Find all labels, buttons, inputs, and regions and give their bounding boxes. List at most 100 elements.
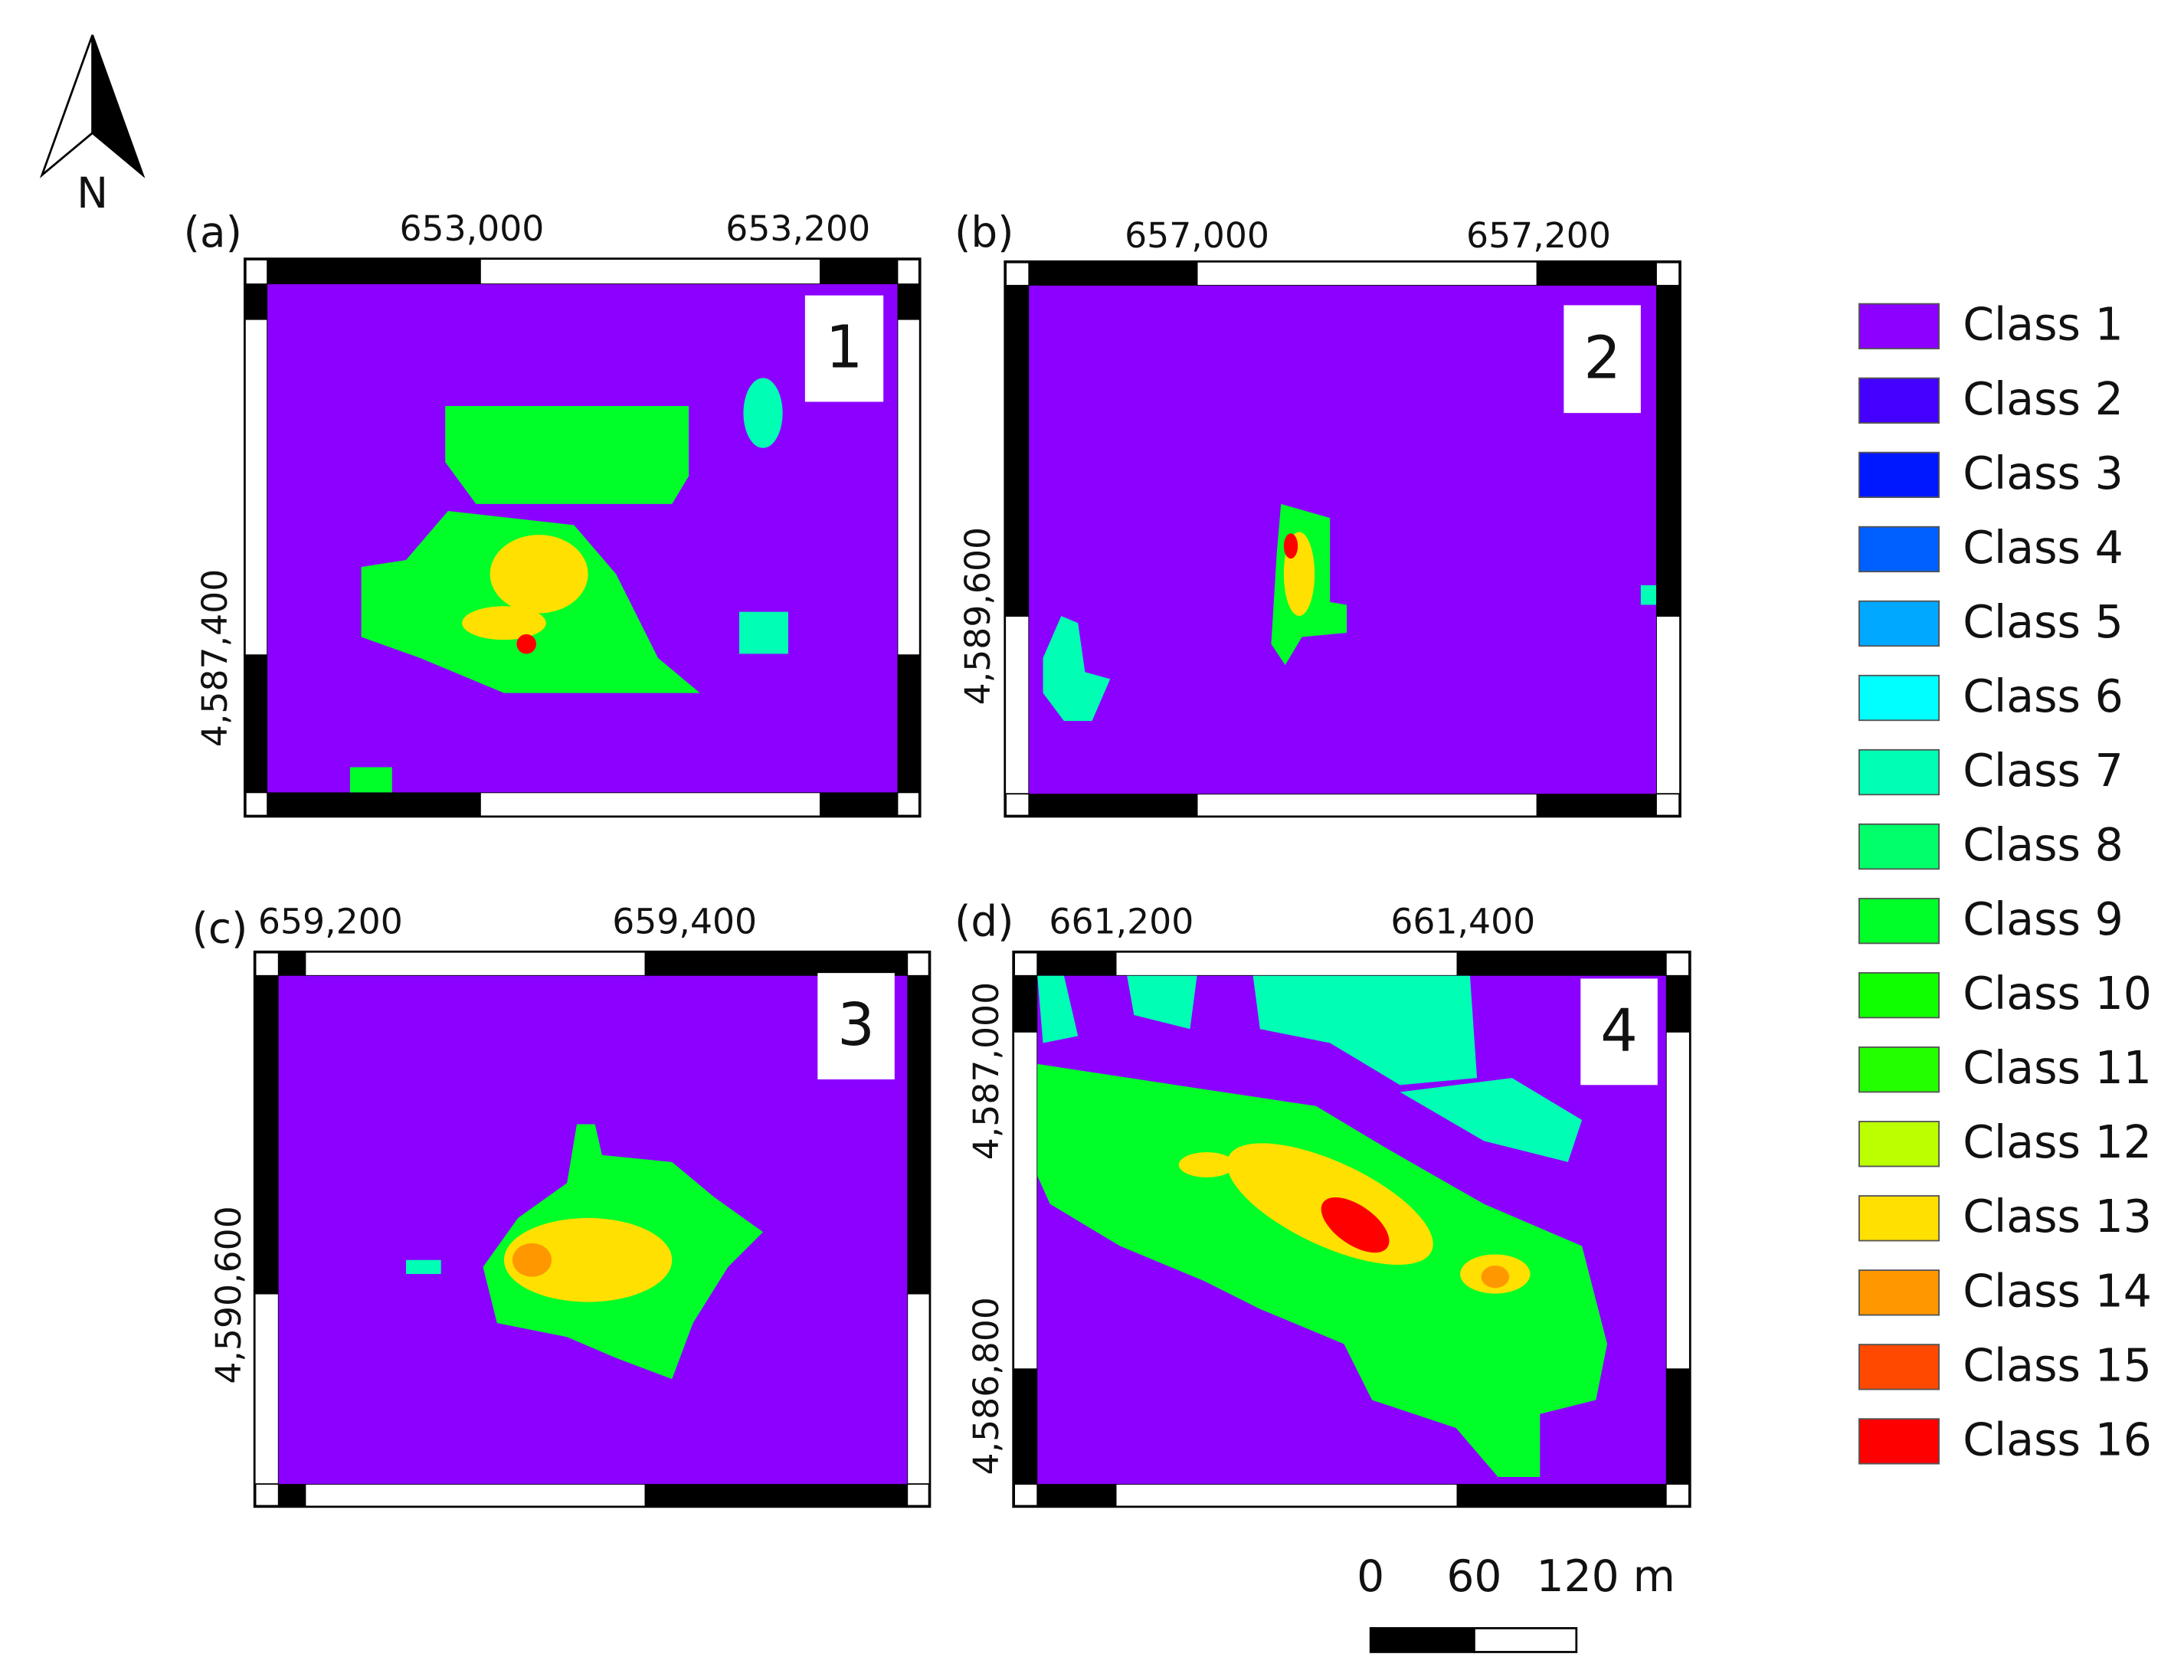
panel-label: (b) <box>954 208 1014 257</box>
class-patch <box>1283 533 1298 559</box>
legend-label: Class 5 <box>1963 596 2123 648</box>
frame-segment <box>1536 260 1657 287</box>
frame-segment <box>1004 615 1030 795</box>
panel-number-box <box>1580 978 1658 1086</box>
legend-label: Class 3 <box>1963 447 2123 499</box>
class-patch <box>490 535 588 614</box>
map-panel: (d) 661,200 661,400 4,587,000 4,586,800 4 <box>954 896 1691 1508</box>
frame-segment <box>1536 793 1657 817</box>
frame-segment <box>1655 284 1681 617</box>
class-patch <box>1178 1152 1235 1177</box>
legend-swatch <box>1858 1344 1940 1390</box>
frame-segment <box>1665 1368 1691 1485</box>
map-panel: (c) 659,200 659,400 4,590,600 3 <box>192 902 932 1508</box>
frame-segment <box>1665 974 1691 1033</box>
map-panel: (b) 657,000 657,200 4,589,600 2 <box>954 208 1681 818</box>
scale-bar-white <box>1473 1627 1578 1653</box>
frame-segment <box>1665 1030 1691 1371</box>
legend-label: Class 7 <box>1963 745 2123 797</box>
frame-segment <box>277 951 306 977</box>
y-coordinate-label: 4,587,400 <box>195 569 235 747</box>
y-coordinate-label: 4,586,800 <box>966 1297 1007 1475</box>
legend-label: Class 14 <box>1963 1265 2152 1317</box>
frame-segment <box>1004 284 1030 617</box>
frame-segment <box>1115 1483 1459 1508</box>
class-patch <box>743 378 783 448</box>
frame-segment <box>896 318 921 657</box>
frame-segment <box>479 258 821 285</box>
legend-swatch <box>1858 972 1940 1019</box>
frame-segment <box>1013 1030 1039 1371</box>
legend-swatch <box>1858 748 1940 796</box>
y-coordinate-label: 4,590,600 <box>208 1206 249 1384</box>
legend-label: Class 16 <box>1963 1413 2152 1465</box>
frame-segment <box>820 258 899 285</box>
frame-segment <box>1456 951 1667 977</box>
legend-swatch <box>1858 377 1940 424</box>
scale-bar-label: 60 <box>1446 1551 1501 1602</box>
frame-segment <box>1196 793 1538 817</box>
class-patch <box>462 606 546 640</box>
frame-segment <box>896 283 921 320</box>
legend: Class 1 Class 2 Class 3 Class 4 Class 5 Class… <box>1858 299 2152 1465</box>
legend-label: Class 15 <box>1963 1339 2152 1391</box>
frame-segment <box>896 654 921 794</box>
frame-segment <box>277 1483 306 1508</box>
class-patch <box>516 634 536 654</box>
class-patch <box>1127 975 1197 1030</box>
panel-label: (a) <box>184 208 242 257</box>
legend-label: Class 13 <box>1963 1190 2152 1243</box>
scale-bar-label: 120 m <box>1537 1551 1675 1602</box>
class-patch <box>1481 1266 1510 1289</box>
panel-label: (d) <box>954 896 1014 945</box>
x-coordinate-label: 653,000 <box>399 208 544 249</box>
legend-swatch <box>1858 823 1940 870</box>
frame-segment <box>1036 1483 1117 1508</box>
scale-bar-black <box>1369 1627 1475 1653</box>
x-coordinate-label: 657,200 <box>1466 215 1611 256</box>
frame-segment <box>1028 793 1198 817</box>
north-arrow-left <box>39 34 94 178</box>
legend-swatch <box>1858 451 1940 499</box>
legend-label: Class 6 <box>1963 670 2123 722</box>
frame-segment <box>644 1483 909 1508</box>
legend-swatch <box>1858 1046 1940 1093</box>
legend-label: Class 2 <box>1963 373 2123 425</box>
legend-swatch <box>1858 600 1940 647</box>
panel-number-box <box>1564 305 1641 414</box>
class-patch <box>1321 1197 1390 1253</box>
legend-swatch <box>1858 303 1940 349</box>
frame-segment <box>1196 260 1538 287</box>
class-patch <box>503 1217 673 1302</box>
class-patch <box>1043 616 1111 722</box>
legend-swatch <box>1858 1269 1940 1316</box>
x-coordinate-label: 657,000 <box>1125 215 1269 256</box>
panel-label: (c) <box>192 903 248 952</box>
scale-bar-label: 0 <box>1357 1551 1384 1602</box>
class-patch <box>1252 975 1478 1086</box>
frame-segment <box>254 1292 280 1485</box>
legend-swatch <box>1858 1121 1940 1167</box>
y-coordinate-label: 4,587,000 <box>966 982 1007 1160</box>
frame-segment <box>906 974 931 1295</box>
frame-segment <box>267 791 481 817</box>
frame-segment <box>644 951 909 977</box>
x-coordinate-label: 661,400 <box>1390 902 1535 942</box>
frame-segment <box>820 791 899 817</box>
map-panel: (a) 653,000 653,200 4,587,400 1 <box>184 208 922 818</box>
frame-segment <box>254 974 280 1295</box>
frame-segment <box>244 318 269 657</box>
frame-segment <box>304 1483 647 1508</box>
legend-swatch <box>1858 526 1940 573</box>
frame-segment <box>906 1292 931 1485</box>
panel-number-box <box>804 295 884 402</box>
frame-segment <box>1013 974 1039 1033</box>
x-coordinate-label: 659,200 <box>258 902 403 942</box>
legend-swatch <box>1858 1418 1940 1465</box>
legend-swatch <box>1858 674 1940 722</box>
frame-segment <box>1028 260 1198 287</box>
class-patch <box>1640 585 1656 605</box>
legend-label: Class 12 <box>1963 1116 2152 1168</box>
frame-segment <box>1456 1483 1667 1508</box>
